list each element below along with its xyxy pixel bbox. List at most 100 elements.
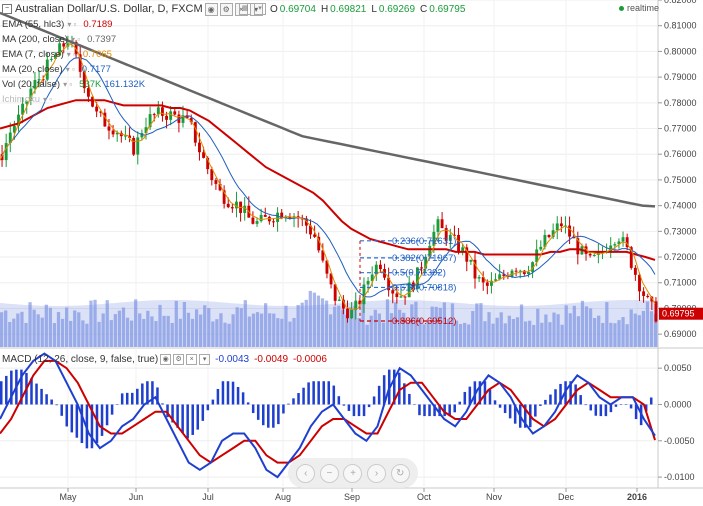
macd-histogram-bar [584, 404, 587, 406]
indicator-menu-icon[interactable]: ▾ ▫ [65, 64, 75, 74]
candle-body [518, 270, 522, 272]
candle-body [313, 234, 317, 237]
fib-level-label: 0.236(0.72631) [392, 236, 456, 247]
fibonacci-retracement[interactable]: 0.236(0.72631) 0.382(0.71967) 0.5(0.71392)… [359, 236, 456, 327]
volume-bar [365, 324, 369, 347]
macd-hist-value: -0.0006 [293, 353, 327, 365]
macd-histogram-bar [267, 404, 270, 428]
volume-bar [377, 313, 381, 347]
candle-body [473, 259, 477, 279]
macd-histogram-bar [80, 404, 84, 444]
candle-body [535, 249, 539, 263]
reset-button[interactable]: ↻ [390, 463, 410, 483]
volume-bar [532, 324, 536, 347]
settings-icon[interactable]: ⚙ [219, 2, 233, 16]
volume-bar [69, 320, 73, 347]
indicator-menu-icon[interactable]: ▾ ▫ [63, 79, 73, 89]
close-label: C [420, 3, 428, 15]
volume-bar [77, 312, 81, 347]
indicator-value: 0.7397 [87, 33, 117, 45]
macd-signal-value: -0.0049 [254, 353, 289, 365]
macd-histogram-bar [45, 394, 48, 405]
macd-histogram-bar [579, 395, 582, 405]
candle-body [490, 280, 493, 286]
macd-settings-icon[interactable]: ⚙ [173, 353, 185, 365]
macd-histogram-bar [629, 404, 633, 409]
macd-more-icon[interactable]: ▾ [199, 353, 211, 365]
macd-histogram-bar [292, 398, 295, 405]
volume-bar [450, 303, 455, 347]
macd-histogram-bar [332, 385, 336, 405]
chart-settings-icon[interactable]: ▦ [239, 3, 251, 15]
indicator-row[interactable]: EMA (55, hlc3) ▾ ▫ 0.7189 [2, 17, 112, 31]
macd-close-icon[interactable]: × [186, 353, 198, 365]
indicator-menu-icon[interactable]: ▾ ▫ [66, 49, 76, 59]
volume-bar [4, 310, 8, 347]
candle-body [189, 118, 193, 123]
zoom-in-button[interactable]: + [343, 463, 363, 483]
macd-histogram-bar [125, 392, 129, 405]
candle-body [165, 115, 168, 120]
last-price-tag [659, 307, 703, 320]
volume-bar [320, 298, 325, 347]
indicator-menu-icon[interactable]: ▾ ▫ [67, 19, 77, 29]
macd-histogram-bar [644, 404, 648, 412]
macd-histogram-bar [256, 404, 260, 420]
macd-histogram-bar [322, 381, 325, 405]
volume-bar [243, 300, 247, 347]
open-label: O [270, 3, 278, 15]
zoom-out-button[interactable]: − [319, 463, 339, 483]
volume-bar [357, 318, 361, 347]
candle-body [333, 284, 337, 301]
volume-bar [442, 302, 446, 347]
chart-more-icon[interactable]: ▾ [254, 3, 266, 15]
candle-body [584, 246, 588, 254]
indicator-row[interactable]: Vol (20, false) ▾ ▫ 537K 161.132K [2, 77, 145, 91]
volume-bar [85, 323, 89, 347]
candle-body [531, 262, 535, 272]
candle-body [128, 135, 131, 138]
candle-body [74, 41, 78, 55]
candle-body [629, 247, 633, 268]
macd-histogram-bar [513, 404, 517, 424]
open-value: 0.69704 [279, 3, 316, 15]
candle-body [555, 223, 559, 231]
volume-bar [463, 322, 467, 347]
macd-histogram-bar [176, 404, 179, 428]
indicator-menu-icon[interactable]: ▾ ▫ [43, 94, 53, 104]
volume-bar [223, 322, 227, 347]
volume-bar [101, 313, 105, 347]
volume-bar [540, 322, 544, 347]
indicator-row[interactable]: MA (200, close) ▾ ▫ 0.7397 [2, 32, 116, 46]
volume-bar [190, 318, 195, 347]
collapse-icon[interactable]: − [2, 4, 12, 14]
macd-histogram-bar [418, 404, 421, 416]
volume-bar [584, 306, 589, 347]
indicator-row[interactable]: MA (20, close) ▾ ▫ 0.7177 [2, 62, 111, 76]
indicator-row[interactable]: EMA (7, close) ▾ ▫ 0.7065 [2, 47, 112, 61]
volume-bar [60, 318, 65, 347]
indicator-row[interactable]: Ichimoku ▾ ▫ [2, 92, 59, 106]
macd-eye-icon[interactable]: ◉ [160, 353, 172, 365]
macd-histogram-bar [327, 381, 331, 405]
macd-histogram-bar [438, 404, 441, 417]
volume-bar [199, 314, 203, 347]
volume-bar [292, 317, 296, 347]
candle-body [539, 246, 543, 250]
price-tick-label: 0.77000 [664, 124, 697, 134]
fib-level-label: 0.618(0.70818) [392, 282, 456, 293]
time-tick-label: Sep [344, 492, 360, 502]
candle-body [58, 43, 62, 56]
candle-body [399, 296, 403, 298]
volume-bar [487, 312, 491, 347]
scroll-right-button[interactable]: › [367, 463, 387, 483]
macd-histogram-bar [131, 392, 134, 405]
indicator-menu-icon[interactable]: ▾ ▫ [71, 34, 81, 44]
candle-body [485, 282, 489, 286]
scroll-left-button[interactable]: ‹ [296, 463, 316, 483]
volume-bar [361, 300, 365, 347]
volume-bar [564, 305, 568, 347]
eye-icon[interactable]: ◉ [204, 2, 218, 16]
volume-bar [227, 323, 231, 347]
